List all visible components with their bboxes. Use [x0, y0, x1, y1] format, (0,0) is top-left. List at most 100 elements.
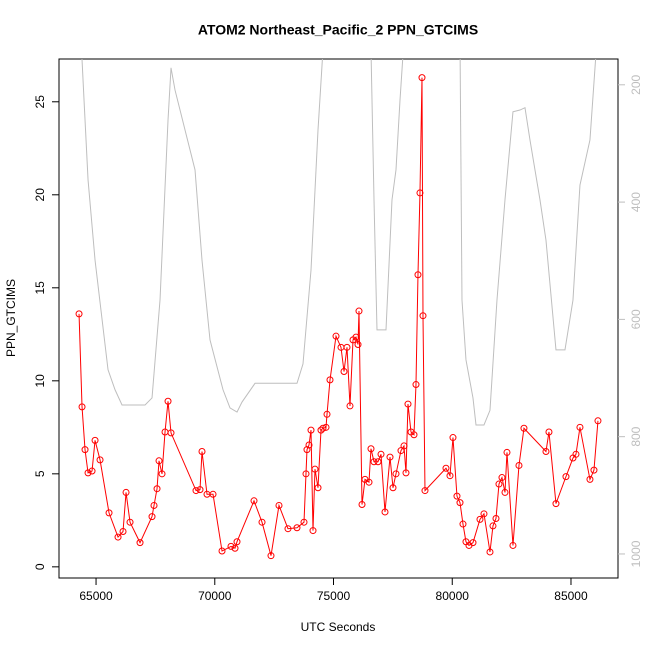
data-point	[150, 501, 158, 509]
data-point	[302, 470, 310, 478]
data-point	[486, 548, 494, 556]
plot-area	[75, 59, 602, 560]
data-point	[354, 341, 362, 349]
data-point	[305, 441, 313, 449]
data-point	[489, 522, 497, 530]
data-point	[594, 417, 602, 425]
data-point	[542, 448, 550, 456]
y-tick-label: 15	[33, 281, 47, 295]
data-point	[381, 508, 389, 516]
data-point	[374, 458, 382, 466]
data-point	[545, 428, 553, 436]
data-point	[192, 487, 200, 495]
data-point	[421, 487, 429, 495]
data-point	[332, 332, 340, 340]
y-tick-label: 5	[33, 470, 47, 477]
data-point	[227, 542, 235, 550]
data-point	[122, 488, 130, 496]
y2-tick-label: 1000	[629, 540, 643, 567]
data-point	[453, 492, 461, 500]
data-point	[572, 450, 580, 458]
data-point	[284, 525, 292, 533]
data-point	[209, 490, 217, 498]
data-point	[402, 469, 410, 477]
x-tick-label: 70000	[198, 589, 232, 603]
data-point	[414, 271, 422, 279]
data-point	[198, 448, 206, 456]
plot-frame	[58, 58, 619, 579]
data-point	[442, 464, 450, 472]
data-point	[309, 527, 317, 535]
data-point	[562, 473, 570, 481]
chart-title: ATOM2 Northeast_Pacific_2 PPN_GTCIMS	[198, 22, 478, 38]
y-tick-label: 25	[33, 95, 47, 109]
data-line	[81, 59, 597, 426]
data-point	[303, 446, 311, 454]
data-point	[164, 397, 172, 405]
data-point	[307, 426, 315, 434]
x-tick-label: 65000	[79, 589, 113, 603]
data-point	[352, 333, 360, 341]
data-point	[293, 524, 301, 532]
x-tick-label: 80000	[436, 589, 470, 603]
data-point	[78, 403, 86, 411]
data-point	[590, 466, 598, 474]
y2-tick-label: 800	[629, 426, 643, 446]
data-point	[75, 310, 83, 318]
data-line	[78, 77, 599, 556]
data-point	[323, 410, 331, 418]
y2-tick-label: 200	[629, 74, 643, 94]
data-point	[346, 402, 354, 410]
data-point	[501, 488, 509, 496]
data-point	[343, 343, 351, 351]
y2-tick-label: 600	[629, 309, 643, 329]
data-point	[400, 442, 408, 450]
data-point	[365, 478, 373, 486]
data-point	[492, 514, 500, 522]
data-point	[377, 450, 385, 458]
data-point	[498, 474, 506, 482]
data-point	[419, 312, 427, 320]
data-point	[449, 434, 457, 442]
data-point	[218, 547, 226, 555]
data-point	[311, 465, 319, 473]
data-point	[358, 501, 366, 509]
data-point	[267, 552, 275, 560]
data-point	[105, 509, 113, 517]
data-point	[586, 475, 594, 483]
data-point	[153, 485, 161, 493]
data-point	[231, 544, 239, 552]
data-point	[456, 499, 464, 507]
data-point	[322, 423, 330, 431]
data-point	[412, 381, 420, 389]
data-point	[476, 515, 484, 523]
data-point	[469, 539, 477, 547]
data-point	[340, 368, 348, 376]
data-point	[136, 539, 144, 547]
data-point	[114, 533, 122, 541]
data-point	[319, 424, 327, 432]
x-axis-label: UTC Seconds	[301, 620, 376, 634]
data-point	[300, 518, 308, 526]
data-point	[495, 480, 503, 488]
y-tick-label: 20	[33, 188, 47, 202]
data-point	[326, 376, 334, 384]
data-point	[126, 518, 134, 526]
data-point	[515, 461, 523, 469]
y-axis-label: PPN_GTCIMS	[4, 279, 18, 357]
y2-tick-label: 400	[629, 192, 643, 212]
data-point	[275, 501, 283, 509]
data-point	[158, 470, 166, 478]
data-point	[410, 431, 418, 439]
data-point	[148, 513, 156, 521]
data-point	[96, 456, 104, 464]
data-point	[250, 497, 258, 505]
data-point	[386, 453, 394, 461]
y-tick-label: 10	[33, 374, 47, 388]
data-point	[416, 189, 424, 197]
data-point	[88, 467, 96, 475]
data-point	[576, 423, 584, 431]
data-point	[552, 500, 560, 508]
